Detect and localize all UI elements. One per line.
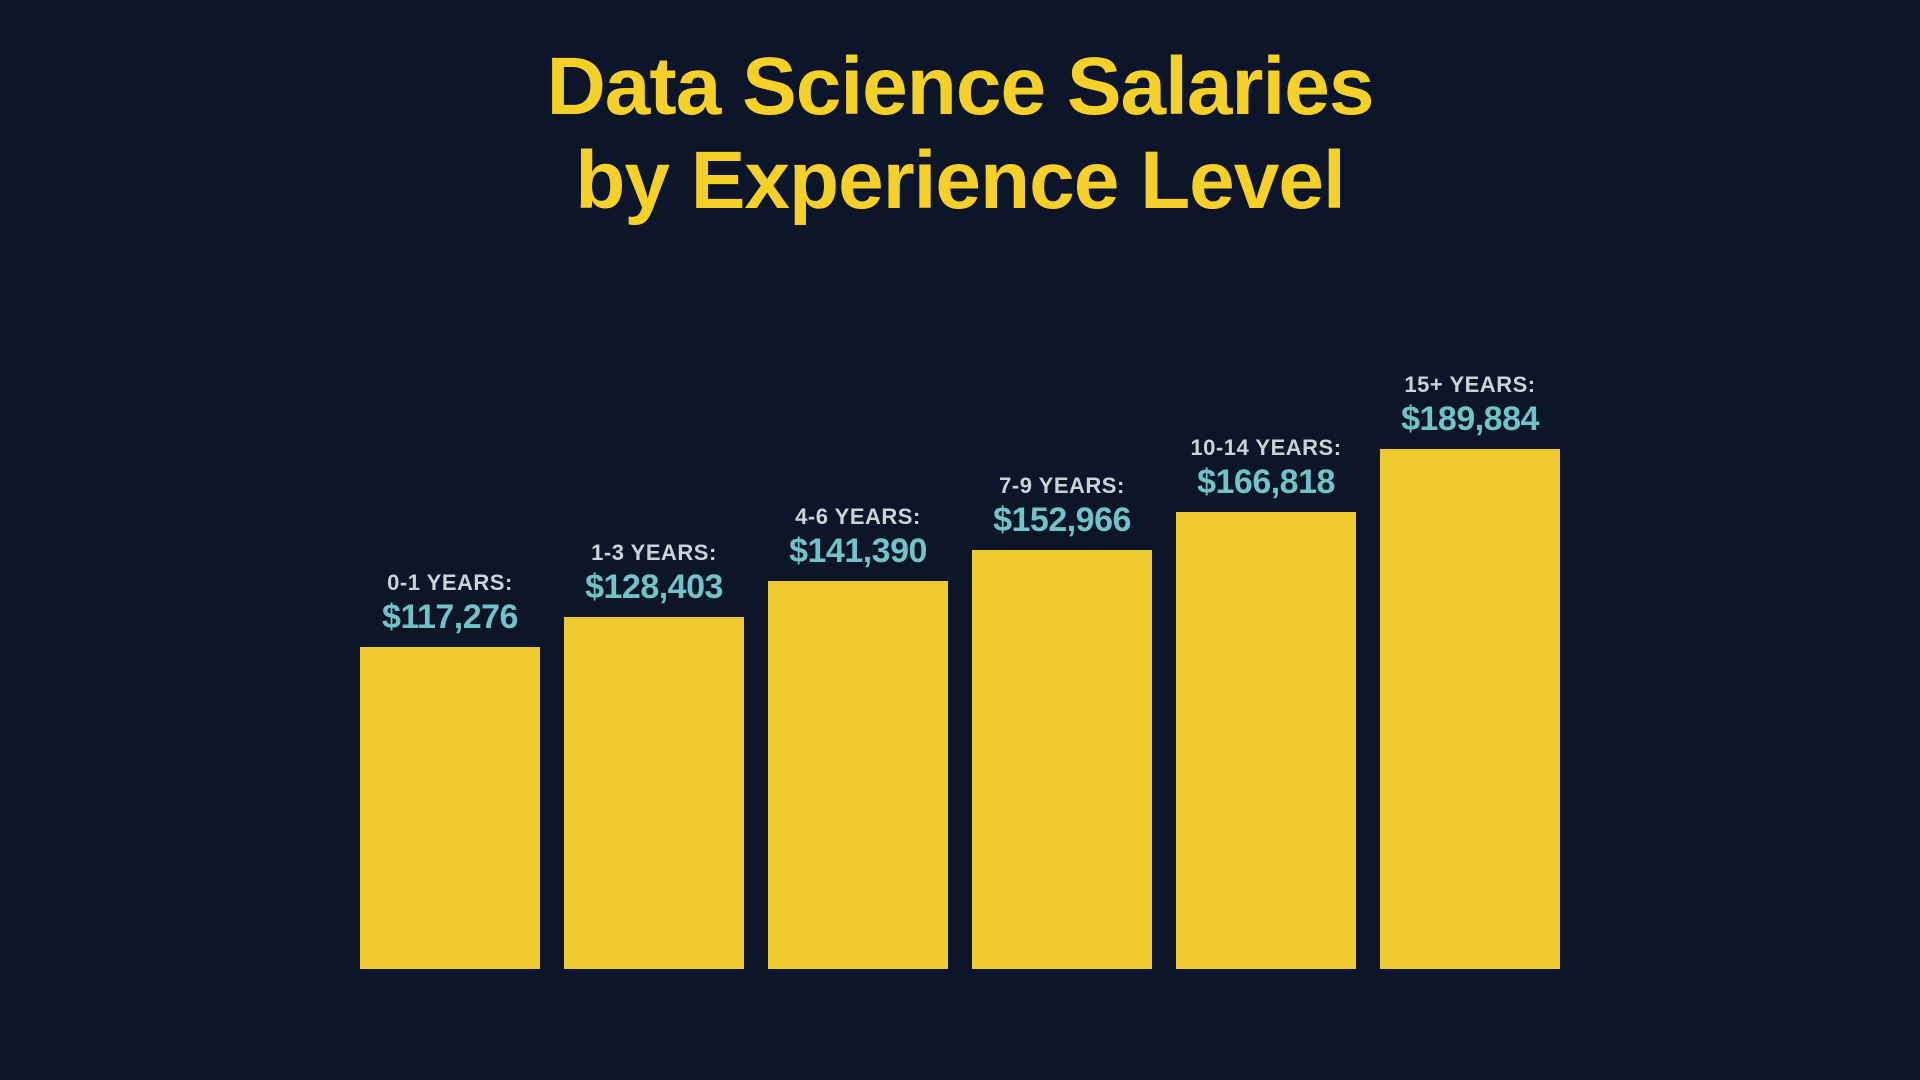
bar	[1176, 512, 1356, 969]
bar-value-label: $189,884	[1401, 400, 1539, 439]
bar	[564, 617, 744, 969]
bar-category-label: 10-14 YEARS:	[1190, 435, 1341, 461]
bar	[360, 647, 540, 968]
bar-value-label: $152,966	[993, 501, 1131, 540]
bar-category-label: 1-3 YEARS:	[591, 540, 717, 566]
bar-value-label: $141,390	[789, 532, 927, 571]
bar-value-label: $166,818	[1197, 463, 1335, 502]
chart-title: Data Science Salaries by Experience Leve…	[547, 40, 1374, 229]
bar	[972, 550, 1152, 969]
bar	[768, 581, 948, 968]
bar-group: 15+ YEARS:$189,884	[1380, 372, 1560, 969]
bar-value-label: $128,403	[585, 568, 723, 607]
bar-group: 7-9 YEARS:$152,966	[972, 473, 1152, 969]
bar-category-label: 15+ YEARS:	[1404, 372, 1535, 398]
bar-value-label: $117,276	[382, 598, 518, 637]
bar	[1380, 449, 1560, 969]
bar-category-label: 4-6 YEARS:	[795, 504, 921, 530]
bar-category-label: 7-9 YEARS:	[999, 473, 1125, 499]
salary-bar-chart: 0-1 YEARS:$117,2761-3 YEARS:$128,4034-6 …	[320, 309, 1600, 969]
bar-category-label: 0-1 YEARS:	[387, 570, 513, 596]
bar-group: 1-3 YEARS:$128,403	[564, 540, 744, 969]
chart-title-line2: by Experience Level	[575, 135, 1345, 226]
bar-group: 0-1 YEARS:$117,276	[360, 570, 540, 968]
chart-title-line1: Data Science Salaries	[547, 41, 1374, 132]
bar-group: 10-14 YEARS:$166,818	[1176, 435, 1356, 969]
bar-group: 4-6 YEARS:$141,390	[768, 504, 948, 968]
